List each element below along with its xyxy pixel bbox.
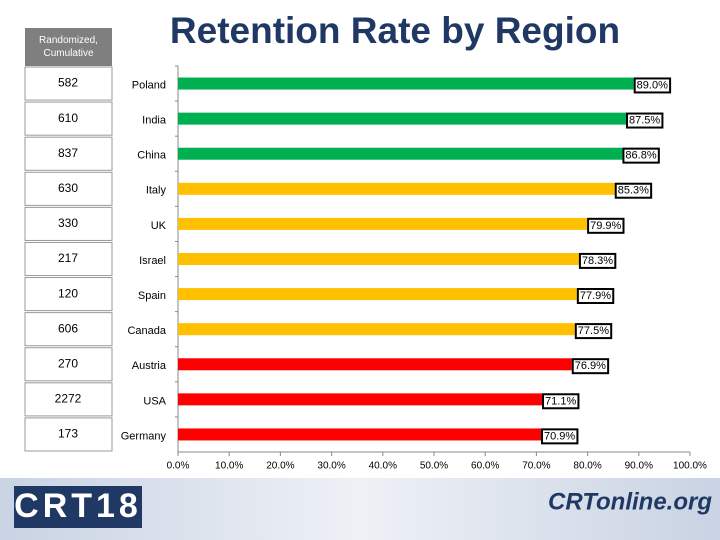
sample-box [24, 206, 113, 241]
chart-title: Retention Rate by Region [170, 10, 620, 51]
category-label: Germany [121, 430, 167, 442]
sample-box [24, 136, 113, 171]
left-logo: CRT18 [14, 487, 142, 525]
value-label: 71.1% [545, 395, 576, 407]
sample-box [24, 277, 113, 312]
value-label: 89.0% [637, 79, 668, 91]
bar [178, 112, 626, 125]
bar [178, 288, 577, 301]
x-tick-label: 80.0% [573, 461, 601, 472]
sample-size: 606 [58, 321, 78, 335]
sample-box [24, 66, 113, 101]
sample-box [24, 417, 113, 452]
x-tick-label: 20.0% [266, 461, 294, 472]
value-label: 78.3% [582, 255, 613, 267]
value-label-box [542, 393, 580, 410]
sample-size: 120 [58, 286, 78, 300]
bar [178, 77, 634, 90]
category-label: India [142, 115, 167, 127]
bar [178, 147, 623, 160]
sample-box [24, 241, 113, 277]
bar [178, 253, 579, 265]
x-tick-label: 0.0% [167, 461, 190, 472]
sample-header-wrap: Randomized, Cumulative [39, 35, 98, 59]
sample-box [24, 312, 113, 347]
right-logo: CRTonline.org [548, 488, 712, 515]
sample-size: 173 [58, 427, 78, 441]
value-label-box [576, 287, 615, 304]
category-label: Poland [132, 79, 166, 91]
value-label: 86.8% [625, 150, 656, 162]
x-tick-label: 60.0% [471, 461, 499, 472]
category-label: Spain [138, 290, 166, 302]
bar [178, 323, 575, 336]
category-label: Israel [139, 255, 166, 267]
sample-size: 630 [58, 181, 78, 195]
category-label: UK [151, 220, 167, 232]
x-tick-label: 10.0% [215, 461, 243, 472]
sample-size: 217 [58, 251, 78, 265]
category-label: USA [143, 395, 166, 407]
value-label: 77.9% [580, 290, 611, 302]
x-tick-label: 70.0% [522, 461, 550, 472]
value-label-box [578, 252, 617, 269]
category-label: Canada [127, 325, 166, 337]
value-label: 87.5% [629, 115, 660, 127]
x-tick-label: 100.0% [673, 461, 707, 472]
value-label-box [622, 147, 660, 164]
bar [178, 428, 542, 441]
sample-box [24, 382, 113, 417]
bar [178, 358, 572, 371]
sample-header-box [25, 28, 112, 66]
value-label: 70.9% [544, 430, 575, 442]
sample-size: 610 [58, 111, 78, 125]
sample-box [24, 347, 113, 382]
x-tick-label: 50.0% [420, 461, 448, 472]
sample-box [24, 171, 113, 206]
value-label: 85.3% [618, 185, 649, 197]
category-label: China [137, 150, 167, 162]
value-label-box [633, 77, 672, 94]
bar [178, 182, 615, 195]
sample-size: 837 [58, 146, 78, 160]
x-tick-label: 30.0% [317, 461, 345, 472]
value-label-box [626, 112, 664, 129]
x-tick-label: 90.0% [625, 461, 653, 472]
sample-size: 2272 [55, 392, 82, 406]
sample-size: 330 [58, 216, 78, 230]
value-label-box [571, 358, 610, 375]
sample-box [24, 101, 113, 136]
value-label: 79.9% [590, 220, 621, 232]
bar [178, 393, 543, 406]
sample-size: 270 [58, 356, 78, 370]
value-label-box [574, 323, 613, 340]
value-label: 76.9% [575, 360, 606, 372]
x-tick-label: 40.0% [369, 461, 397, 472]
bar [178, 217, 588, 230]
value-label: 77.5% [578, 325, 609, 337]
sample-size: 582 [58, 76, 78, 90]
value-label-box [587, 217, 625, 234]
category-label: Austria [132, 360, 167, 372]
sample-header: Randomized, Cumulative [39, 35, 98, 59]
value-label-box [614, 182, 653, 199]
left-logo-box [14, 486, 142, 528]
value-label-box [541, 428, 579, 445]
category-label: Italy [146, 185, 167, 197]
